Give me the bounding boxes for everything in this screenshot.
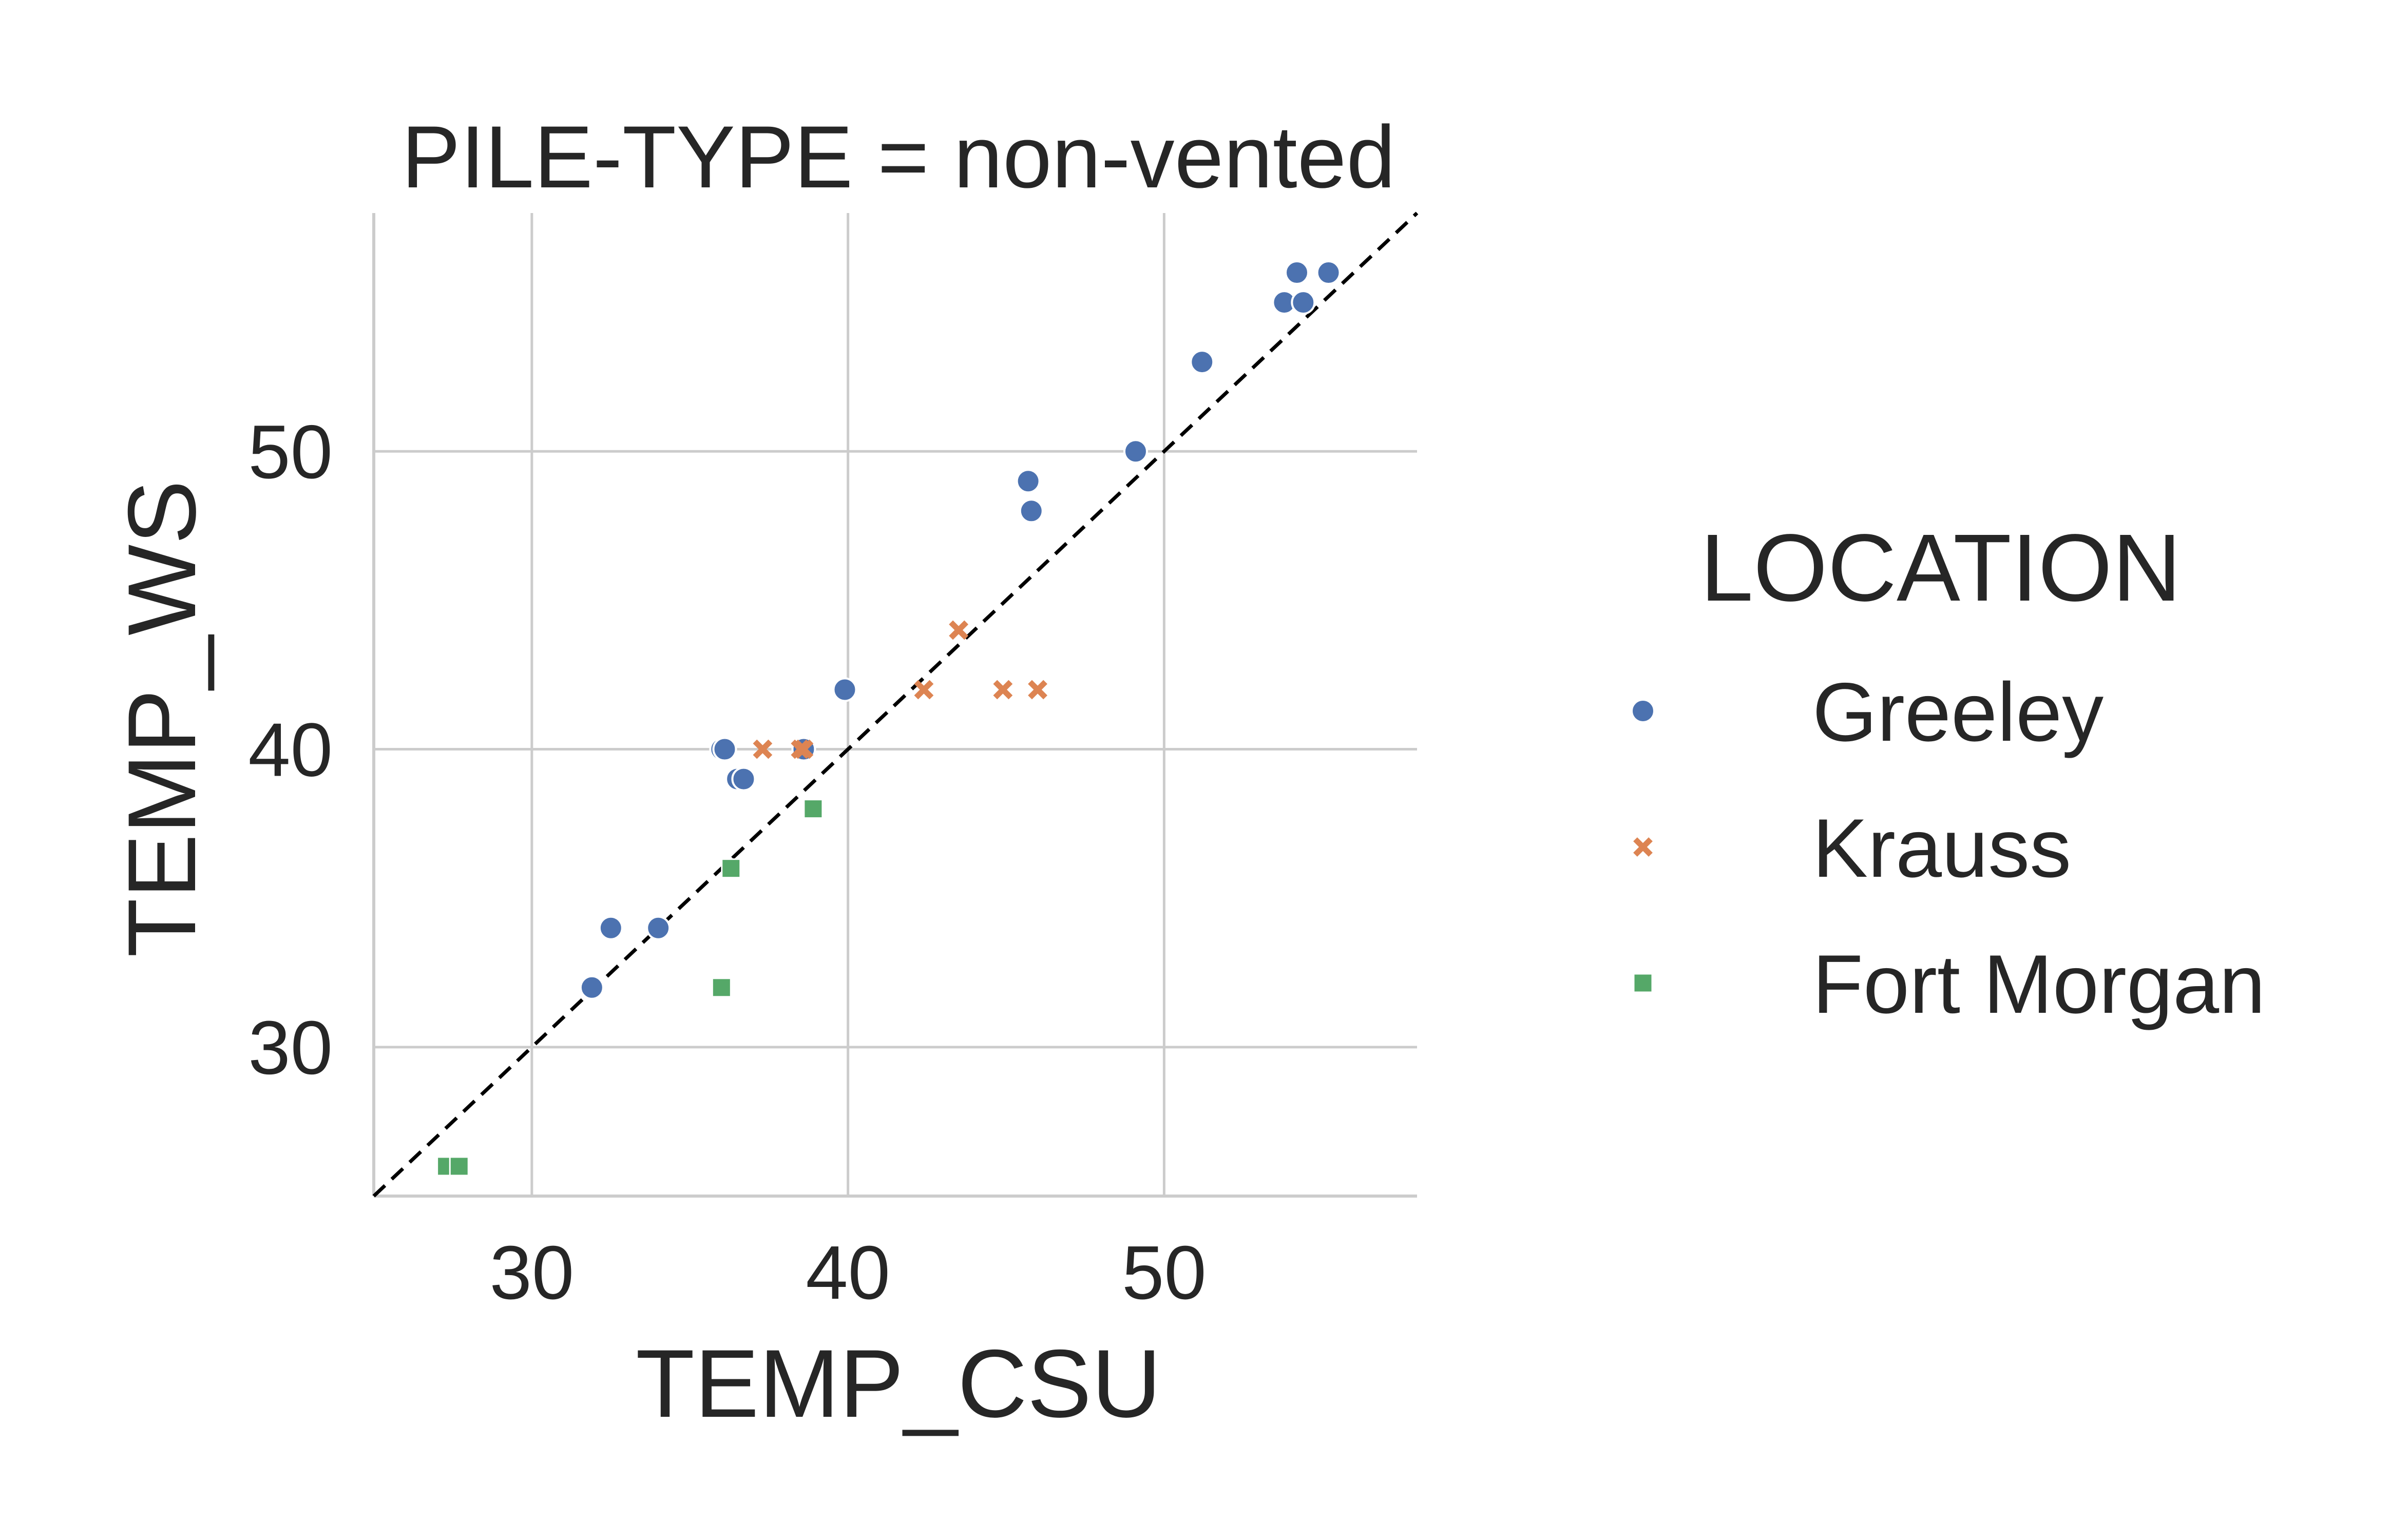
legend-entry: Krauss	[1633, 802, 2071, 895]
y-tick-label: 30	[248, 1006, 333, 1090]
data-point	[646, 915, 671, 940]
data-point	[731, 766, 756, 792]
series-fort-morgan	[436, 799, 824, 1177]
chart-title: PILE-TYPE = non-vented	[401, 108, 1395, 206]
data-point	[1190, 350, 1215, 375]
data-point	[1123, 439, 1148, 464]
y-axis-label: TEMP_WS	[108, 480, 216, 957]
legend-title: LOCATION	[1700, 515, 2182, 621]
data-point	[1019, 498, 1044, 524]
data-point	[993, 680, 1013, 700]
x-tick-label: 50	[1122, 1230, 1207, 1315]
legend-marker	[1633, 973, 1653, 993]
x-tick-label: 40	[806, 1230, 890, 1315]
legend-marker	[1631, 699, 1655, 723]
series-greeley	[579, 260, 1341, 1000]
data-point	[712, 737, 737, 762]
data-point	[711, 977, 732, 998]
legend: LOCATION Greeley Krauss Fort Morgan	[1631, 515, 2265, 1031]
legend-label: Krauss	[1812, 802, 2071, 895]
data-point	[753, 739, 773, 759]
legend-label: Greeley	[1812, 666, 2103, 759]
legend-entry: Greeley	[1631, 666, 2103, 759]
data-point	[803, 799, 824, 819]
reference-line	[372, 211, 1419, 1198]
y-tick-label: 50	[248, 410, 333, 494]
series-krauss	[753, 620, 1047, 759]
x-tick-label: 30	[490, 1230, 575, 1315]
grid	[374, 213, 1417, 1196]
data-point	[579, 975, 604, 1000]
data-point	[1285, 260, 1310, 285]
data-point	[1316, 260, 1341, 285]
x-axis-label: TEMP_CSU	[636, 1330, 1161, 1437]
data-point	[914, 680, 934, 700]
data-point	[1028, 680, 1047, 700]
legend-label: Fort Morgan	[1812, 938, 2265, 1031]
legend-marker	[1633, 837, 1653, 857]
data-point	[949, 620, 969, 640]
data-points	[436, 260, 1341, 1177]
data-point	[1016, 469, 1041, 494]
data-point	[832, 677, 857, 702]
legend-entry: Fort Morgan	[1633, 938, 2265, 1031]
data-point	[794, 739, 814, 759]
data-point	[598, 915, 623, 940]
data-point	[449, 1156, 469, 1177]
axes-spines	[372, 213, 1417, 1198]
tick-labels: 30 40 50 30 40 50	[248, 410, 1206, 1315]
reference-line-group	[372, 211, 1419, 1198]
y-tick-label: 40	[248, 708, 333, 793]
data-point	[721, 858, 741, 879]
data-point	[1291, 290, 1316, 315]
